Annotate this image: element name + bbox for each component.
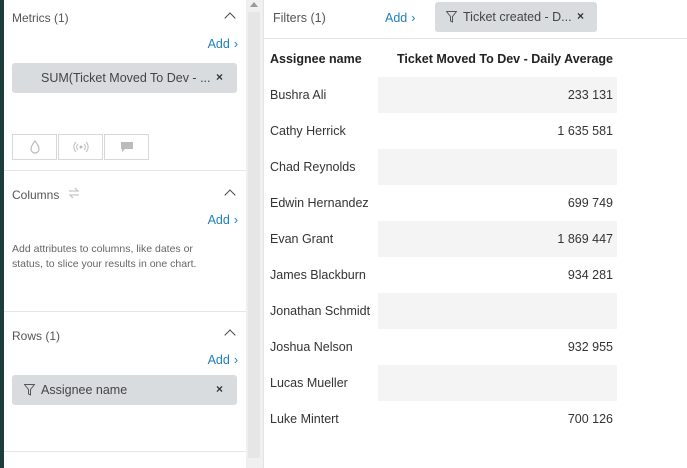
filters-label: Filters (1) xyxy=(273,11,326,25)
columns-title: Columns xyxy=(12,188,60,202)
table-row: Bushra Ali 233 131 xyxy=(264,77,617,113)
results-table: Assignee name Ticket Moved To Dev - Dail… xyxy=(264,41,617,437)
metric-cell: 699 749 xyxy=(567,196,613,210)
assignee-cell: Evan Grant xyxy=(270,232,334,246)
metrics-section: Metrics (1) Add › SUM(Ticket Moved To Dev… xyxy=(4,0,246,171)
assignee-cell: Lucas Mueller xyxy=(270,376,348,390)
metric-cell: 932 955 xyxy=(567,340,613,354)
rows-add-button[interactable]: Add › xyxy=(208,353,238,367)
column-header-assignee[interactable]: Assignee name xyxy=(270,52,362,66)
table-row: Cathy Herrick 1 635 581 xyxy=(264,113,617,149)
broadcast-icon[interactable] xyxy=(58,134,103,160)
main-panel: Filters (1) Add › Ticket created - D... ×… xyxy=(264,0,687,468)
row-attribute-label: Assignee name xyxy=(41,383,128,397)
metric-pill-label: SUM(Ticket Moved To Dev - ... xyxy=(41,71,211,85)
columns-section: Columns Add › Add attributes to columns, … xyxy=(4,171,246,312)
filter-icon xyxy=(23,384,36,399)
table-row: Lucas Mueller xyxy=(264,365,617,401)
remove-metric-close-icon[interactable]: × xyxy=(215,70,223,84)
filter-chip[interactable]: Ticket created - D... × xyxy=(435,2,597,32)
assignee-cell: Joshua Nelson xyxy=(270,340,353,354)
left-edge-bar xyxy=(0,0,4,468)
columns-add-label: Add xyxy=(207,213,230,227)
chevron-right-icon: › xyxy=(233,37,238,51)
rows-title: Rows (1) xyxy=(12,329,61,343)
metrics-collapse-chevron-icon[interactable] xyxy=(224,12,236,24)
table-row: Jonathan Schmidt xyxy=(264,293,617,329)
metric-cell: 700 126 xyxy=(567,412,613,426)
scrollbar-thumb[interactable] xyxy=(248,12,260,458)
chevron-right-icon: › xyxy=(411,11,416,25)
metric-cell xyxy=(378,365,617,401)
sidebar-scrollbar[interactable] xyxy=(246,0,264,468)
filter-chip-label: Ticket created - D... xyxy=(463,10,572,24)
rows-section: Rows (1) Add › Assignee name × xyxy=(4,312,246,452)
assignee-cell: Chad Reynolds xyxy=(270,160,356,174)
table-row: Edwin Hernandez 699 749 xyxy=(264,185,617,221)
rows-add-label: Add xyxy=(207,353,230,367)
rows-collapse-chevron-icon[interactable] xyxy=(224,329,236,341)
metric-cell: 1 869 447 xyxy=(378,221,617,257)
metrics-title: Metrics (1) xyxy=(12,11,69,25)
table-row: Chad Reynolds xyxy=(264,149,617,185)
assignee-cell: Cathy Herrick xyxy=(270,124,346,138)
filters-add-button[interactable]: Add › xyxy=(385,11,415,25)
assignee-cell: Bushra Ali xyxy=(270,88,327,102)
filters-add-label: Add xyxy=(385,11,408,25)
row-attribute-pill[interactable]: Assignee name × xyxy=(12,375,237,405)
drop-icon[interactable] xyxy=(12,134,57,160)
chevron-right-icon: › xyxy=(233,353,238,367)
table-row: Luke Mintert 700 126 xyxy=(264,401,617,437)
remove-filter-close-icon[interactable]: × xyxy=(576,9,584,23)
assignee-cell: Edwin Hernandez xyxy=(270,196,369,210)
sidebar: Metrics (1) Add › SUM(Ticket Moved To Dev… xyxy=(4,0,246,468)
filter-icon xyxy=(445,11,458,26)
metric-cell xyxy=(378,149,617,185)
assignee-cell: Jonathan Schmidt xyxy=(270,304,371,318)
metric-cell xyxy=(378,293,617,329)
metric-cell: 233 131 xyxy=(378,77,617,113)
comment-icon[interactable] xyxy=(104,134,149,160)
swap-icon[interactable] xyxy=(67,186,81,205)
metrics-add-label: Add xyxy=(207,37,230,51)
table-row: Joshua Nelson 932 955 xyxy=(264,329,617,365)
metric-pill[interactable]: SUM(Ticket Moved To Dev - ... × xyxy=(12,63,237,93)
assignee-cell: James Blackburn xyxy=(270,268,366,282)
column-header-metric[interactable]: Ticket Moved To Dev - Daily Average xyxy=(396,52,613,66)
scroll-up-arrow-icon[interactable] xyxy=(250,2,258,7)
chevron-right-icon: › xyxy=(233,213,238,227)
metric-cell: 934 281 xyxy=(567,268,613,282)
columns-add-button[interactable]: Add › xyxy=(208,213,238,227)
table-row: Evan Grant 1 869 447 xyxy=(264,221,617,257)
table-row: James Blackburn 934 281 xyxy=(264,257,617,293)
columns-hint: Add attributes to columns, like dates or… xyxy=(12,243,197,270)
remove-row-close-icon[interactable]: × xyxy=(215,382,223,396)
metric-format-toggles xyxy=(12,134,150,160)
filter-bar: Filters (1) Add › Ticket created - D... × xyxy=(264,0,687,39)
assignee-cell: Luke Mintert xyxy=(270,412,339,426)
table-header-row: Assignee name Ticket Moved To Dev - Dail… xyxy=(264,41,617,77)
metrics-add-button[interactable]: Add › xyxy=(208,37,238,51)
metric-cell: 1 635 581 xyxy=(557,124,613,138)
columns-collapse-chevron-icon[interactable] xyxy=(224,189,236,201)
